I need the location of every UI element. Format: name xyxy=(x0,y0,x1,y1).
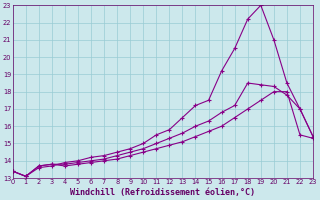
X-axis label: Windchill (Refroidissement éolien,°C): Windchill (Refroidissement éolien,°C) xyxy=(70,188,255,197)
